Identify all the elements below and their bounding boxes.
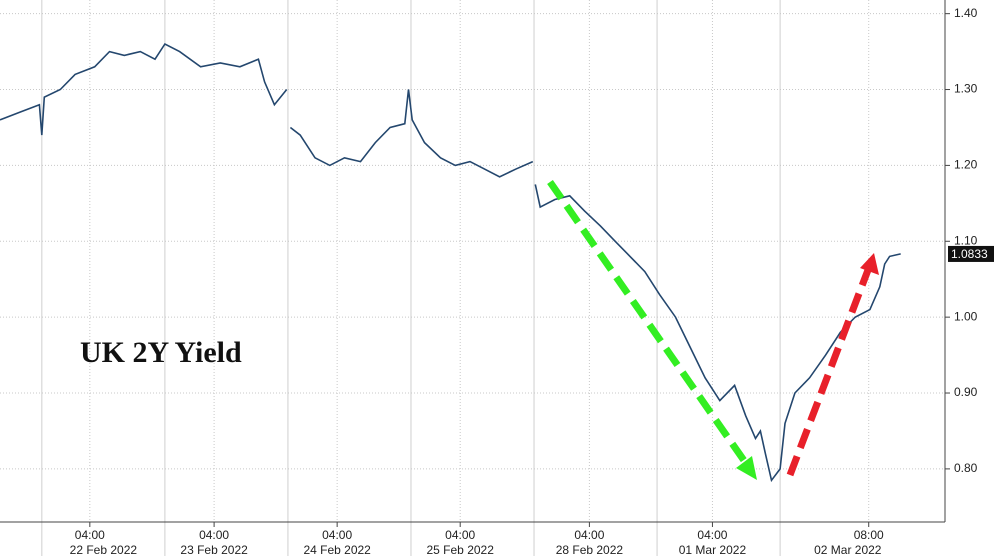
date-label: 28 Feb 2022 xyxy=(556,543,624,556)
date-label: 01 Mar 2022 xyxy=(679,543,747,556)
x-tick-label: 04:00 xyxy=(75,528,105,542)
y-tick-label: 0.80 xyxy=(954,461,978,475)
x-tick-label: 04:00 xyxy=(445,528,475,542)
down-arrow xyxy=(547,179,748,465)
price-line xyxy=(0,42,901,483)
date-label: 23 Feb 2022 xyxy=(180,543,248,556)
x-tick-label: 04:00 xyxy=(322,528,352,542)
date-label: 25 Feb 2022 xyxy=(427,543,495,556)
y-tick-label: 1.30 xyxy=(954,82,978,96)
date-label: 24 Feb 2022 xyxy=(303,543,371,556)
x-tick-label: 08:00 xyxy=(854,528,884,542)
last-value-box xyxy=(948,245,994,262)
y-tick-label: 1.10 xyxy=(954,233,978,247)
x-tick-label: 04:00 xyxy=(697,528,727,542)
y-tick-label: 0.90 xyxy=(954,385,978,399)
chart-annotation: UK 2Y Yield xyxy=(80,336,242,369)
last-value-label: 1.0833 xyxy=(951,247,988,261)
y-tick-label: 1.00 xyxy=(954,309,978,323)
y-tick-label: 1.20 xyxy=(954,158,978,172)
up-arrow xyxy=(786,268,872,477)
x-tick-label: 04:00 xyxy=(574,528,604,542)
date-label: 02 Mar 2022 xyxy=(814,543,882,556)
date-label: 22 Feb 2022 xyxy=(70,543,138,556)
x-tick-label: 04:00 xyxy=(199,528,229,542)
y-tick-label: 1.40 xyxy=(954,6,978,20)
up-arrow-head xyxy=(860,253,879,275)
down-arrow-head xyxy=(736,456,757,480)
arrows xyxy=(547,179,879,480)
